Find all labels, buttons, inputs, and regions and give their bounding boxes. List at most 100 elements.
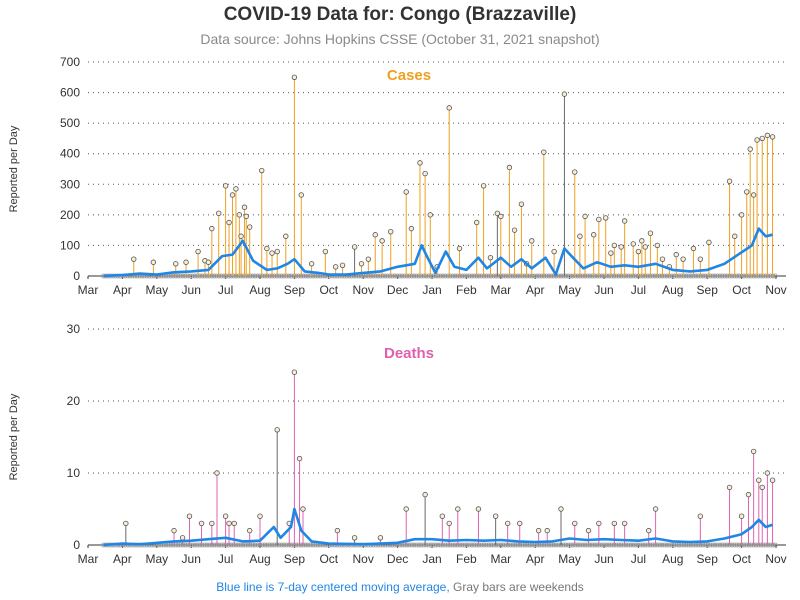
deaths-zero-marker [272, 542, 277, 548]
deaths-zero-marker [428, 542, 434, 548]
cases-bar-marker [427, 212, 433, 218]
deaths-xtick-label: Sep [697, 552, 719, 566]
cases-bar-marker [680, 256, 686, 262]
deaths-xtick-label: Nov [765, 552, 786, 566]
cases-bar-marker [754, 137, 760, 143]
cases-zero-marker [397, 273, 403, 279]
deaths-zero-marker [650, 542, 655, 548]
cases-zero-marker [296, 273, 301, 279]
deaths-xtick-label: Jun [182, 552, 201, 566]
deaths-zero-marker [250, 542, 256, 548]
cases-zero-marker [284, 273, 289, 279]
cases-zero-marker [291, 273, 297, 279]
cases-zero-marker [223, 273, 229, 279]
deaths-xtick-label: Jul [631, 552, 646, 566]
cases-bar-marker [706, 239, 712, 246]
deaths-zero-marker [430, 542, 436, 548]
chart-footer: Blue line is 7-day centered moving avera… [0, 580, 800, 594]
deaths-ytick-label: 30 [67, 322, 81, 336]
cases-zero-marker [676, 273, 682, 279]
deaths-zero-marker [296, 542, 301, 548]
deaths-xtick-label: Feb [456, 552, 477, 566]
cases-bar-marker [577, 233, 583, 239]
deaths-zero-marker [170, 542, 176, 548]
cases-bar-marker [351, 244, 358, 250]
cases-zero-marker [707, 273, 713, 279]
cases-zero-marker [544, 273, 549, 279]
deaths-zero-marker [548, 542, 554, 548]
deaths-zero-marker [479, 542, 484, 548]
cases-xtick-label: Oct [319, 283, 338, 297]
deaths-bar-marker [291, 369, 298, 375]
cases-zero-marker [194, 273, 200, 279]
deaths-zero-marker [450, 542, 456, 548]
deaths-zero-marker [544, 542, 549, 548]
cases-bar-marker [150, 259, 157, 265]
deaths-zero-marker [445, 542, 451, 548]
deaths-zero-marker [585, 542, 590, 548]
cases-zero-marker [712, 273, 718, 279]
cases-panel-title: Cases [387, 67, 431, 84]
cases-zero-marker [387, 273, 393, 279]
deaths-bar-marker [123, 520, 129, 527]
deaths-zero-marker [640, 542, 646, 548]
deaths-zero-marker [459, 542, 465, 548]
cases-zero-marker [399, 273, 405, 279]
cases-zero-marker [556, 273, 561, 279]
cases-bar-marker [372, 232, 378, 238]
deaths-xtick-label: Oct [732, 552, 751, 566]
deaths-bar-marker [351, 535, 358, 541]
deaths-bar-marker [738, 513, 745, 519]
deaths-zero-marker [734, 542, 740, 548]
deaths-zero-marker [512, 542, 518, 548]
cases-bar-marker [529, 238, 535, 244]
deaths-zero-marker [481, 542, 487, 548]
deaths-zero-marker [565, 542, 571, 548]
deaths-zero-marker [235, 542, 241, 548]
cases-bar-marker [506, 164, 513, 171]
cases-xtick-label: Sep [697, 283, 719, 297]
deaths-bar-marker [446, 520, 452, 527]
deaths-bar-marker [214, 470, 220, 476]
deaths-zero-marker [715, 542, 720, 548]
footer-moving-average-note: Blue line is 7-day centered moving avera… [216, 580, 450, 594]
deaths-zero-marker [664, 542, 670, 548]
cases-zero-marker [288, 273, 294, 279]
cases-zero-marker [394, 273, 400, 279]
deaths-zero-marker [423, 542, 429, 548]
deaths-xtick-label: Apr [113, 552, 132, 566]
cases-bar-marker [750, 192, 757, 198]
cases-zero-marker [722, 273, 728, 279]
cases-bar-marker [551, 248, 557, 255]
deaths-bar-marker [621, 520, 628, 527]
cases-zero-marker [219, 273, 224, 279]
deaths-zero-marker [676, 542, 682, 548]
cases-bar-marker [358, 261, 365, 267]
deaths-ytick-label: 0 [73, 538, 80, 552]
cases-bar-marker [173, 261, 179, 267]
deaths-xtick-label: Aug [249, 552, 270, 566]
cases-bar-marker [639, 238, 645, 244]
cases-bar-marker [269, 250, 275, 256]
cases-xtick-label: Jul [631, 283, 646, 297]
deaths-bar-marker [403, 506, 409, 512]
cases-ytick-label: 500 [60, 116, 80, 130]
deaths-moving-average-line [103, 507, 773, 547]
cases-zero-marker [459, 273, 465, 279]
cases-zero-marker [703, 273, 708, 279]
deaths-zero-marker [722, 542, 728, 548]
deaths-zero-marker [433, 542, 439, 548]
deaths-bar-marker [171, 527, 177, 534]
cases-zero-marker [524, 273, 530, 279]
cases-bar-marker [195, 248, 201, 255]
cases-bar-marker [422, 170, 428, 177]
cases-bar-marker [339, 262, 346, 268]
cases-xtick-label: Oct [732, 283, 751, 297]
cases-zero-marker [182, 273, 188, 279]
cases-zero-marker [438, 273, 444, 279]
deaths-zero-marker [471, 542, 477, 548]
deaths-zero-marker [406, 542, 412, 548]
cases-zero-marker [435, 273, 441, 279]
deaths-zero-marker [284, 542, 289, 548]
